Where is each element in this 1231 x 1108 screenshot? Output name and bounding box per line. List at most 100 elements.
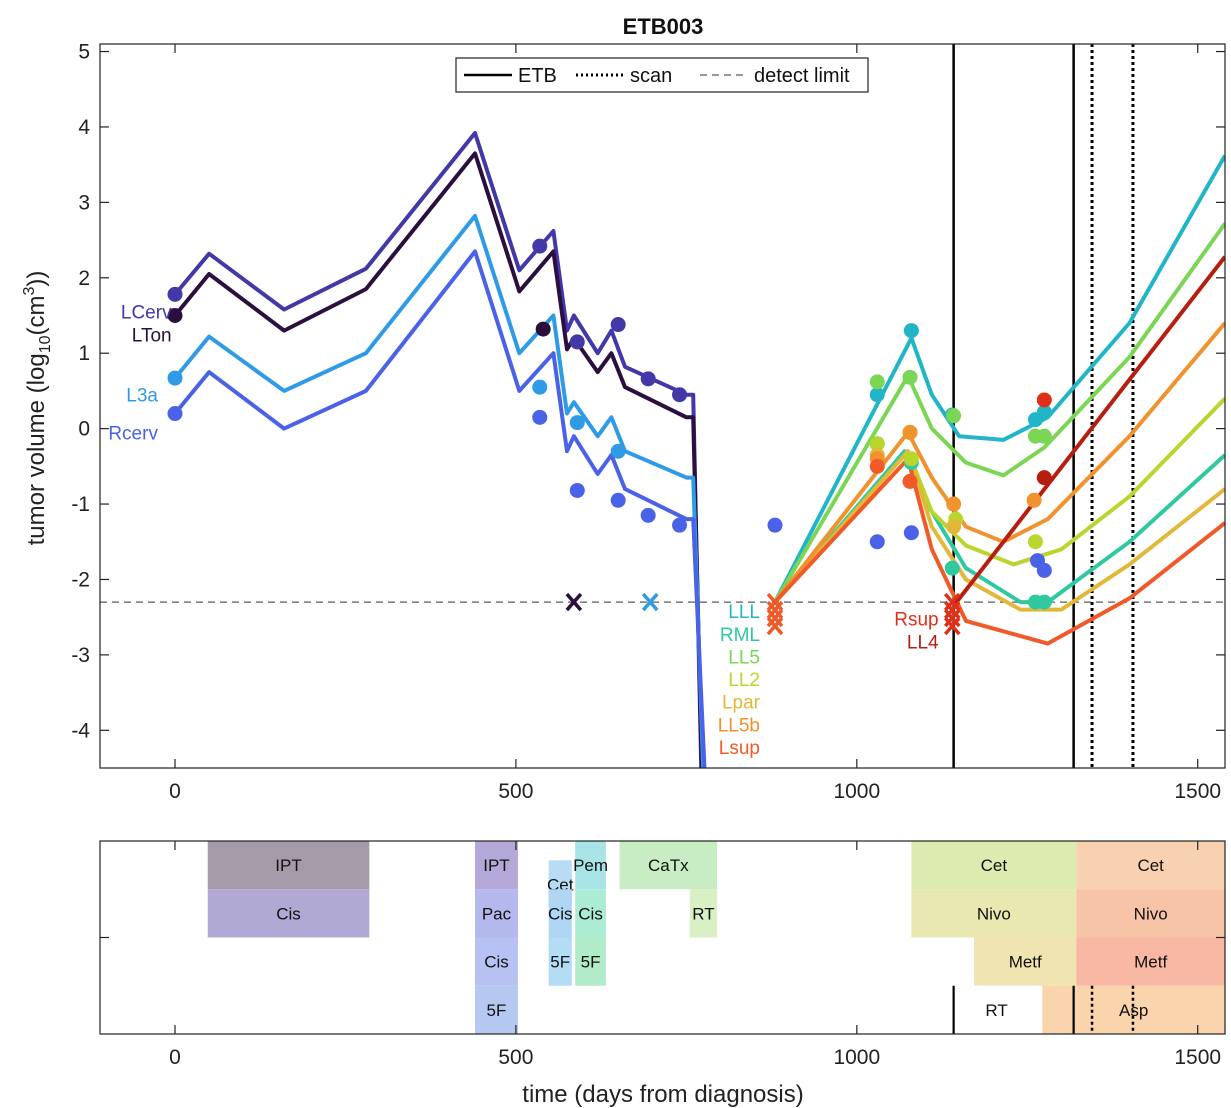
legend-label: ETB [518, 65, 557, 87]
series-label-LTon: LTon [132, 325, 172, 346]
data-point-L3a [610, 443, 626, 459]
treatment-label-RT: RT [692, 904, 714, 923]
treatment-label-RT: RT [985, 1001, 1007, 1020]
x-tick-label: 1000 [833, 780, 880, 803]
series-line-LL4 [952, 255, 1225, 608]
treatment-bar-RT [952, 985, 1041, 1034]
treatment-bar-Cis [575, 889, 606, 938]
chart-title: ETB003 [623, 14, 704, 39]
treatment-label-Cis: Cis [548, 904, 573, 923]
data-point-LL5 [1036, 428, 1052, 444]
data-point-LCerv [167, 286, 183, 302]
data-point-LL5b [1026, 492, 1042, 508]
detect-marker-Rsup [943, 600, 961, 620]
data-point-Rcerv [1036, 562, 1052, 578]
treatment-label-Metf: Metf [1009, 953, 1042, 972]
data-point-LL4 [1036, 470, 1052, 486]
ylabel-part: )) [23, 271, 50, 287]
series-line-LL5 [773, 222, 1225, 604]
y-tick-label: 2 [78, 267, 90, 290]
detect-marker-Rsup [943, 592, 961, 612]
data-point-Rcerv [869, 534, 885, 550]
data-point-Rcerv [610, 492, 626, 508]
detect-marker-Lsup [766, 600, 784, 620]
treatment-label-CaTx: CaTx [648, 856, 689, 875]
treatment-label-5F: 5F [487, 1001, 507, 1020]
data-point-Rcerv [672, 517, 688, 533]
top-axes-box [99, 43, 1226, 769]
data-point-LCerv [640, 371, 656, 387]
treatment-bar-5F [575, 937, 606, 986]
data-point-Rcerv [640, 507, 656, 523]
y-tick-label: -1 [71, 493, 90, 516]
treatment-bar-5F [475, 985, 518, 1034]
data-point-LL2 [903, 451, 919, 467]
treatment-bar-RT [689, 889, 718, 938]
data-point-LCerv [532, 238, 548, 254]
treatment-label-Cet: Cet [1137, 856, 1164, 875]
ylabel-sup: 3 [21, 287, 38, 296]
legend-label: detect limit [754, 65, 850, 87]
treatment-label-Metf: Metf [1134, 953, 1167, 972]
data-point-L3a [569, 415, 585, 431]
treatment-label-Pem: Pem [573, 856, 608, 875]
data-point-LL5 [902, 369, 918, 385]
data-point-LLL [903, 323, 919, 339]
y-tick-label: 3 [78, 191, 90, 214]
data-point-RML [944, 560, 960, 576]
series-label-LL2: LL2 [728, 670, 760, 691]
data-point-LCerv [672, 387, 688, 403]
y-tick-label: 4 [78, 116, 90, 139]
treatment-label-Cis: Cis [578, 904, 603, 923]
data-point-RML [1036, 594, 1052, 610]
detect-marker-Lsup [766, 608, 784, 628]
x-tick-label: 1500 [1174, 780, 1221, 803]
data-point-Rcerv [532, 409, 548, 425]
treatment-label-5F: 5F [581, 953, 601, 972]
data-point-LL5b [902, 424, 918, 440]
data-point-L3a [167, 370, 183, 386]
data-point-LL5 [869, 374, 885, 390]
y-tick-label: 5 [78, 41, 90, 64]
treatment-bar-Cis [475, 937, 518, 986]
x-axis-label: time (days from diagnosis) [522, 1081, 803, 1108]
bottom-x-tick-label: 500 [498, 1046, 533, 1069]
detect-marker-Rsup [943, 616, 961, 636]
data-point-LLL [1036, 404, 1052, 420]
x-tick-label: 500 [498, 780, 533, 803]
series-line-LTon [173, 151, 704, 768]
svg-text:tumor volume (log10(cm3)): tumor volume (log10(cm3)) [21, 271, 54, 546]
series-label-LL5b: LL5b [718, 715, 760, 736]
bottom-x-tick-label: 0 [169, 1046, 181, 1069]
data-point-Rsup [1036, 392, 1052, 408]
ylabel-part: (cm [23, 296, 50, 336]
data-point-LTon [535, 321, 551, 337]
series-line-L3a [173, 213, 706, 768]
series-label-LL5: LL5 [728, 647, 760, 668]
series-label-Rcerv: Rcerv [108, 423, 158, 444]
treatment-label-IPT: IPT [275, 856, 301, 875]
data-point-LL5b [946, 496, 962, 512]
series-line-Rcerv [173, 249, 707, 768]
treatment-label-IPT: IPT [483, 856, 509, 875]
treatment-bar-5F [548, 937, 572, 986]
data-point-Lpar [946, 519, 962, 535]
treatment-label-Nivo: Nivo [1134, 904, 1168, 923]
treatment-bar-Pem [575, 841, 606, 890]
series-label-LL4: LL4 [907, 632, 939, 653]
detect-marker-L3a [641, 592, 659, 612]
y-tick-label: 1 [78, 342, 90, 365]
data-point-LL5 [946, 408, 962, 424]
legend-label: scan [630, 65, 672, 87]
treatment-bar-Cis [548, 889, 572, 938]
treatment-bar-Cet [911, 841, 1077, 890]
treatment-bar-IPT [207, 841, 370, 890]
data-point-Rcerv [903, 525, 919, 541]
bottom-x-tick-label: 1500 [1174, 1046, 1221, 1069]
treatment-label-Cis: Cis [484, 953, 509, 972]
data-point-LCerv [569, 334, 585, 350]
treatment-bar-CaTx [619, 841, 718, 890]
series-label-Lsup: Lsup [719, 738, 760, 759]
series-line-LLL [773, 154, 1225, 604]
